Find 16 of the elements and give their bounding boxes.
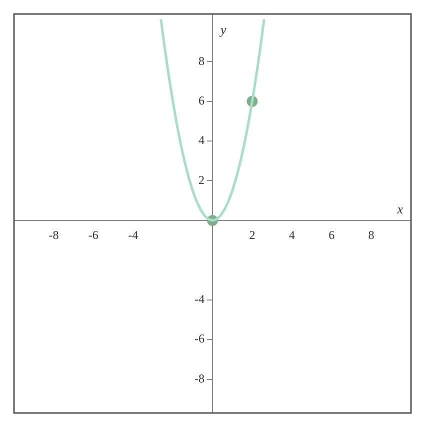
y-tick-label: 2 xyxy=(198,172,204,187)
x-tick-label: 2 xyxy=(249,228,256,242)
y-tick-label: -6 xyxy=(194,332,204,346)
x-tick-label: 4 xyxy=(288,228,295,242)
x-tick-label: 6 xyxy=(328,228,335,242)
y-tick-label: 4 xyxy=(198,133,204,148)
y-tick-label: 8 xyxy=(198,54,204,68)
x-axis-title: x xyxy=(396,201,404,216)
y-tick-label: -4 xyxy=(194,292,204,306)
y-tick-label: -8 xyxy=(194,371,204,386)
x-tick-label: -4 xyxy=(128,228,138,242)
y-axis-title: y xyxy=(218,22,226,37)
y-tick-label: 6 xyxy=(198,94,204,108)
x-tick-label: -8 xyxy=(48,228,59,242)
x-tick-label: -6 xyxy=(88,228,98,242)
x-tick-label: 8 xyxy=(368,228,374,242)
